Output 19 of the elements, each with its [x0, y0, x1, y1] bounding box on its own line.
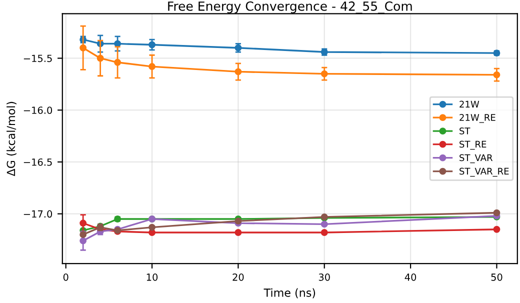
legend-label: ST_VAR [460, 154, 493, 164]
y-tick-label: −15.5 [24, 54, 52, 62]
legend-label: 21W [460, 100, 480, 108]
legend-label: ST_VAR_RE [460, 168, 509, 177]
x-tick-label: 40 [404, 274, 416, 281]
legend-label: ST_RE [460, 140, 486, 150]
chart-title: Free Energy Convergence - 42_55_Com [168, 1, 412, 14]
y-axis-title: ΔG (kcal/mol) [6, 102, 16, 176]
y-tick-label: −16.5 [24, 158, 52, 166]
x-tick-label: 20 [232, 274, 244, 281]
y-tick-label: −16.0 [24, 106, 52, 114]
legend-label: ST [460, 128, 470, 134]
x-tick-label: 0 [63, 274, 68, 281]
x-tick-label: 10 [146, 274, 158, 281]
legend-label: 21W_RE [460, 114, 496, 123]
x-axis-title: Time (ns) [264, 288, 316, 298]
x-tick-label: 50 [491, 274, 502, 281]
x-tick-label: 30 [318, 274, 330, 281]
y-tick-label: −17.0 [24, 210, 52, 218]
